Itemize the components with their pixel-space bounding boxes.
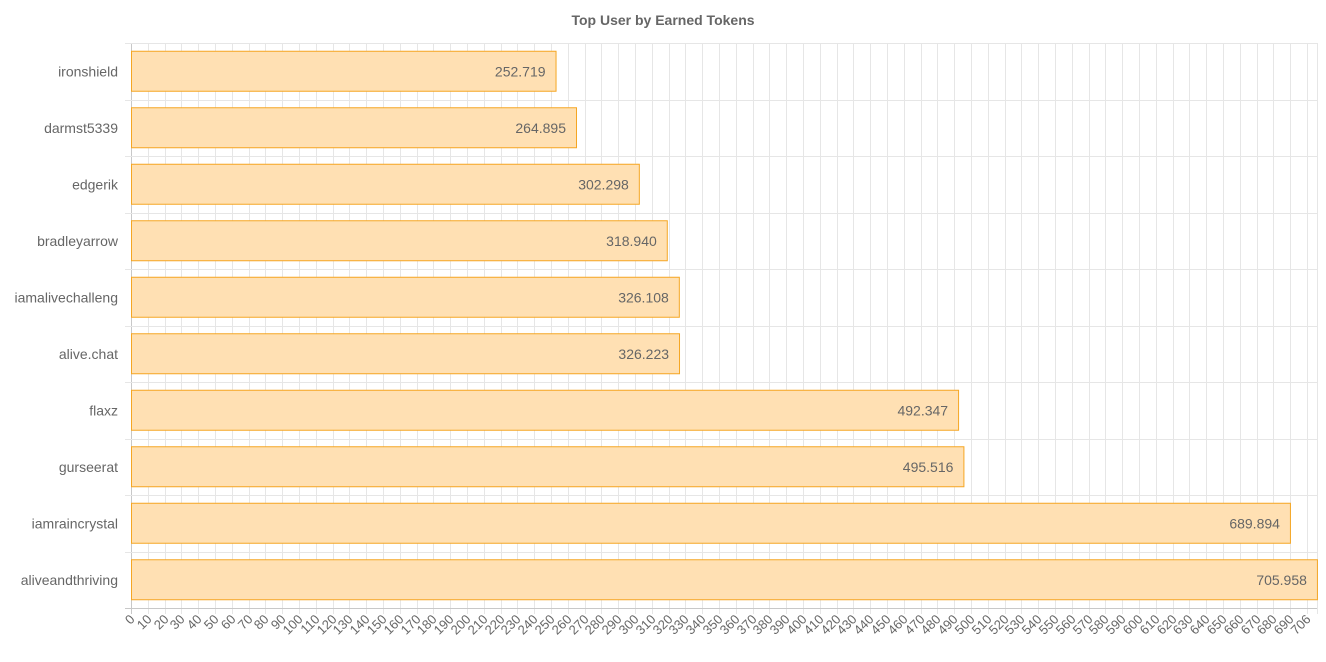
bar-value-label: 705.958: [1256, 572, 1307, 588]
chart-title: Top User by Earned Tokens: [571, 12, 754, 28]
bar: [131, 50, 557, 92]
bar: [131, 333, 681, 375]
bar-value-label: 326.108: [618, 289, 669, 305]
bar: [131, 220, 668, 262]
bars: 252.719 264.895 302.298 318.940 326.108 326.2…: [131, 50, 1318, 601]
y-category-label: bradleyarrow: [37, 233, 119, 249]
bar-value-label: 689.894: [1229, 515, 1280, 531]
bar-value-label: 264.895: [515, 120, 566, 136]
bar-value-label: 252.719: [495, 63, 546, 79]
bar: [131, 559, 1318, 601]
y-category-label: aliveandthriving: [21, 572, 118, 588]
y-category-label: flaxz: [89, 402, 118, 418]
bar: [131, 163, 640, 205]
y-category-label: iamraincrystal: [32, 515, 118, 531]
bar-value-label: 495.516: [903, 459, 954, 475]
x-tick-label: 706: [1288, 612, 1314, 638]
bar-value-label: 492.347: [897, 402, 948, 418]
bar: [131, 446, 965, 488]
bar-value-label: 302.298: [578, 176, 629, 192]
y-category-label: gurseerat: [59, 459, 118, 475]
y-axis-labels: ironshield darmst5339 edgerik bradleyarrow i…: [14, 63, 119, 588]
bar: [131, 276, 680, 318]
bar: [131, 107, 577, 149]
bar: [131, 389, 960, 431]
x-axis-ticks: 0102030405060708090100110120130140150160…: [122, 612, 1314, 638]
y-category-label: iamalivechalleng: [14, 289, 118, 305]
bar-value-label: 326.223: [618, 346, 669, 362]
y-category-label: alive.chat: [59, 346, 118, 362]
bar: [131, 502, 1291, 544]
y-category-label: darmst5339: [44, 120, 118, 136]
y-category-label: ironshield: [58, 63, 118, 79]
y-category-label: edgerik: [72, 176, 119, 192]
bar-value-label: 318.940: [606, 233, 657, 249]
